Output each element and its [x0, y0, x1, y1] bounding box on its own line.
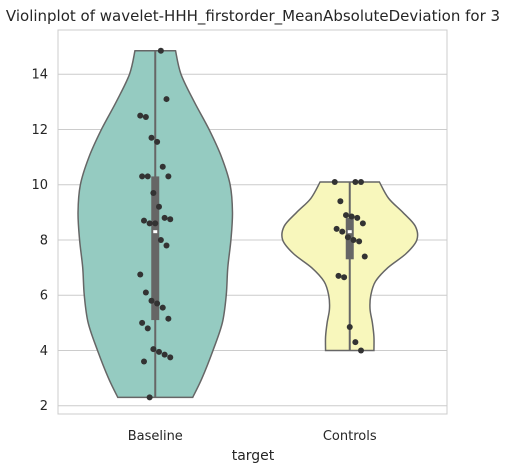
data-point [154, 300, 161, 307]
data-point [157, 236, 164, 243]
data-point [335, 272, 342, 279]
data-point [156, 203, 162, 210]
data-point [139, 319, 146, 326]
data-point [341, 274, 348, 281]
data-point [142, 114, 149, 121]
data-point [163, 96, 170, 103]
data-point [137, 112, 144, 119]
data-point [144, 173, 151, 180]
data-point [358, 347, 364, 354]
data-point [152, 220, 159, 227]
data-point [352, 339, 359, 346]
data-point [165, 315, 172, 322]
x-tick-labels: Baseline Controls [128, 429, 377, 444]
data-point [146, 394, 153, 401]
median-marker-controls [347, 230, 352, 234]
chart-title: Violinplot of wavelet-HHH_firstorder_Mea… [6, 7, 500, 26]
data-point [165, 173, 172, 180]
x-tick-label: Baseline [128, 429, 183, 444]
y-tick-labels: 2 4 6 8 10 12 14 [31, 68, 48, 415]
data-point [142, 289, 149, 296]
y-tick-label: 2 [40, 399, 48, 414]
data-point [146, 220, 153, 227]
data-point [156, 348, 162, 355]
data-point [350, 236, 357, 243]
data-point [163, 242, 170, 249]
data-point [161, 351, 168, 358]
y-tick-label: 14 [31, 68, 48, 83]
data-point [356, 238, 363, 245]
y-tick-label: 12 [31, 123, 48, 138]
y-tick-label: 8 [40, 233, 48, 248]
data-point [346, 323, 353, 330]
data-point [337, 198, 344, 205]
data-point [359, 220, 366, 227]
x-axis-label: target [232, 448, 275, 464]
data-point [333, 225, 340, 232]
data-point [339, 228, 346, 235]
data-point [348, 213, 355, 220]
data-point [139, 173, 146, 180]
data-point [331, 178, 338, 185]
data-point [361, 253, 368, 260]
data-point [141, 358, 147, 365]
data-point [150, 189, 157, 196]
y-tick-label: 10 [31, 178, 48, 193]
data-point [344, 234, 351, 241]
data-point [144, 325, 151, 332]
data-point [154, 138, 161, 145]
x-tick-label: Controls [323, 429, 377, 444]
data-point [141, 217, 147, 224]
data-point [159, 304, 166, 311]
y-tick-label: 4 [40, 344, 48, 359]
y-tick-label: 6 [40, 289, 48, 304]
iqr-box-baseline [151, 176, 160, 321]
data-point [148, 134, 155, 141]
data-point [167, 216, 174, 223]
data-point [358, 178, 364, 185]
data-point [343, 212, 349, 219]
data-point [161, 214, 168, 221]
data-point [352, 178, 359, 185]
data-point [148, 297, 155, 304]
data-point [159, 163, 166, 170]
median-marker-baseline [153, 230, 158, 234]
data-point [157, 47, 164, 54]
data-point [150, 346, 157, 353]
data-point [354, 214, 361, 221]
data-point [137, 271, 144, 278]
data-points [137, 47, 368, 401]
data-point [167, 354, 174, 361]
